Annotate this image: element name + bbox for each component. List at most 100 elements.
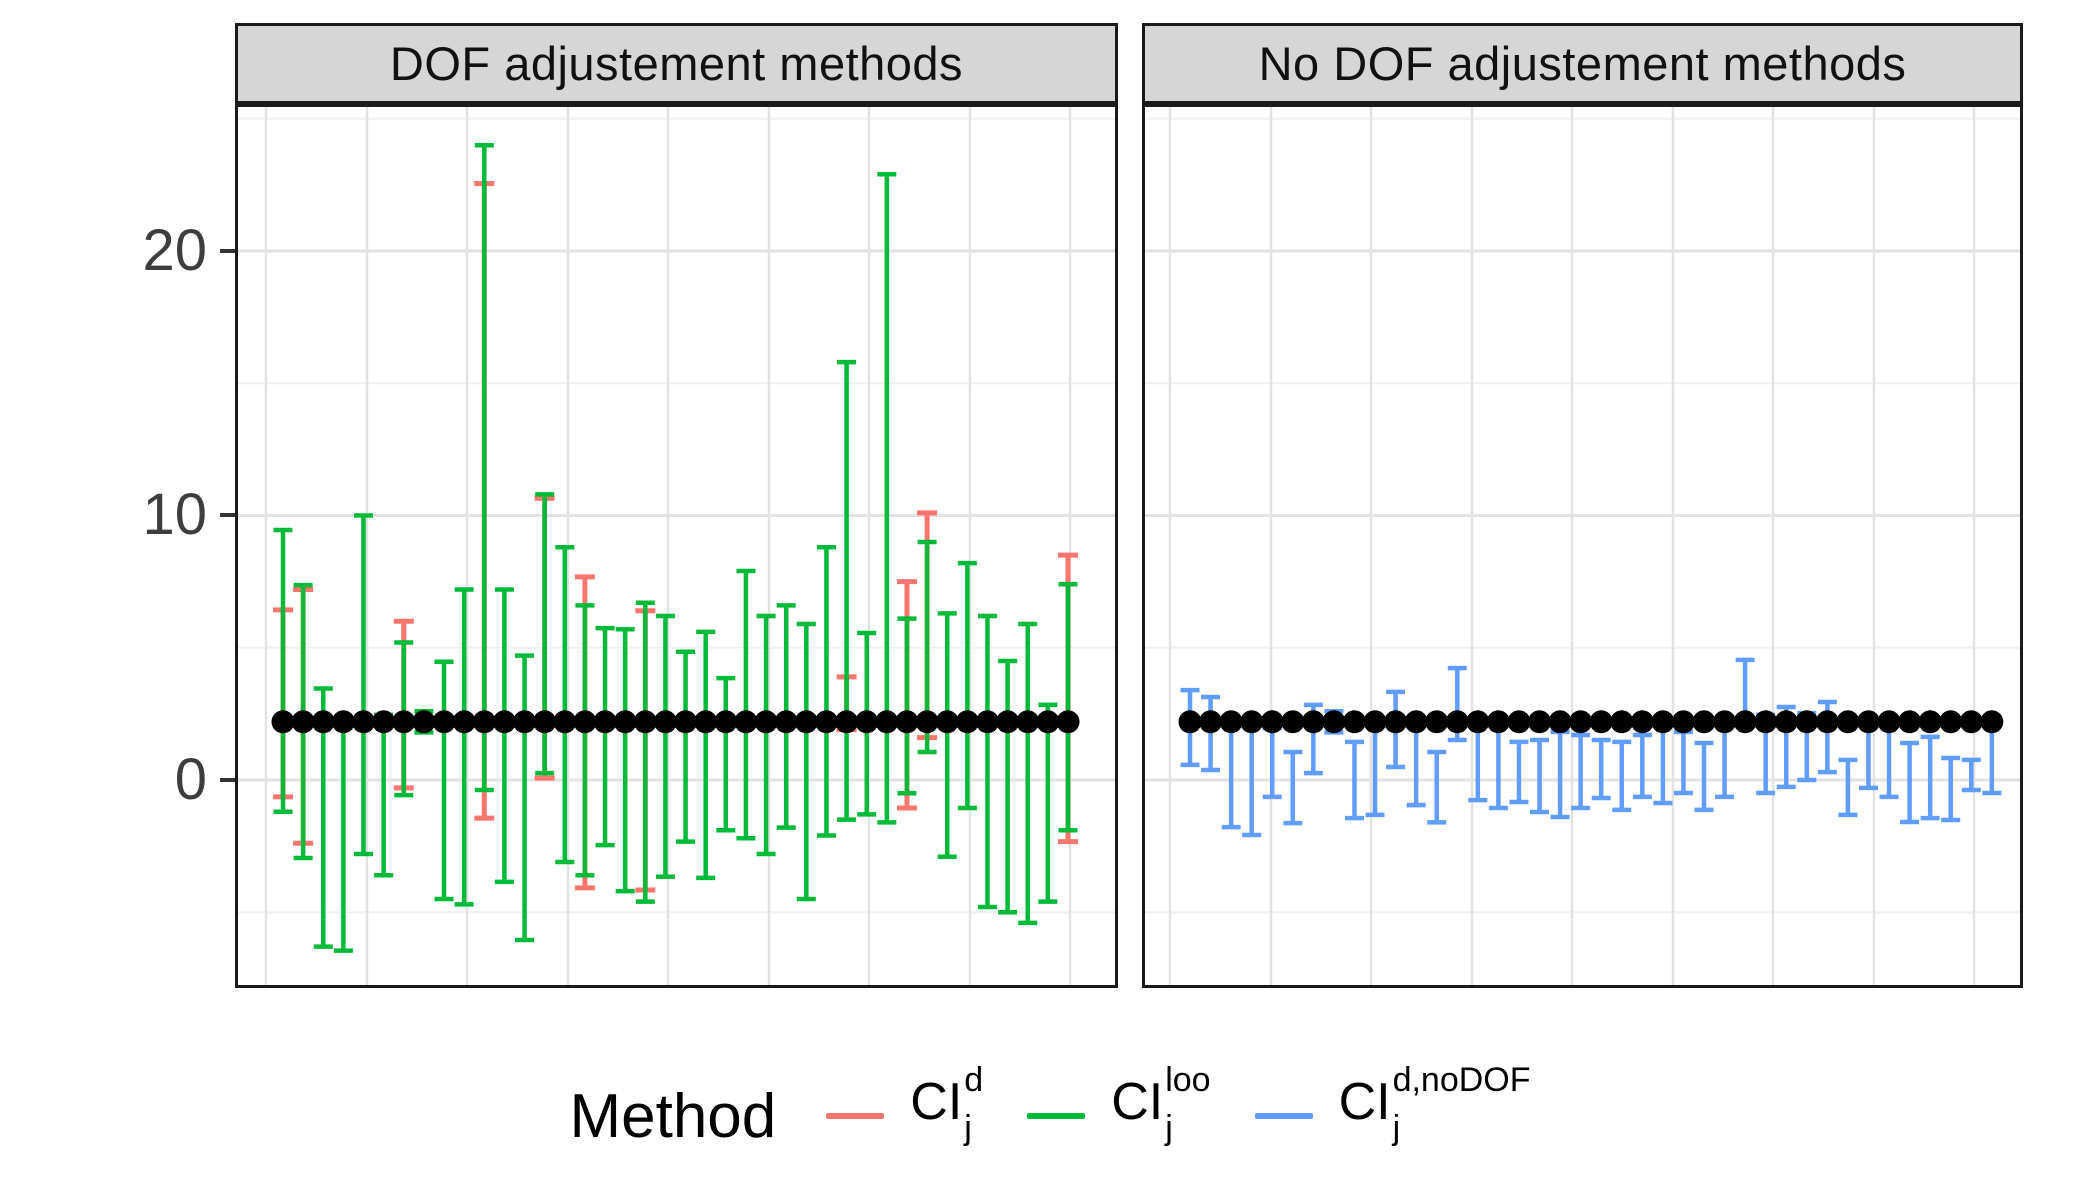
point-estimate-dot xyxy=(1178,710,1202,734)
errorbar-ci-d-nodof xyxy=(1612,739,1632,813)
point-estimate-dot xyxy=(915,710,939,734)
errorbar-ci-d-nodof xyxy=(1571,732,1591,811)
point-estimate-dot xyxy=(774,710,798,734)
errorbar-ci-d-nodof xyxy=(1879,722,1899,800)
facet-strip-nodof: No DOF adjustement methods xyxy=(1142,23,2023,104)
point-estimate-dot xyxy=(1036,710,1060,734)
point-estimate-dot xyxy=(814,710,838,734)
point-estimate-dot xyxy=(1651,710,1675,734)
point-estimate-dot xyxy=(1774,710,1798,734)
point-estimate-dot xyxy=(1980,710,2004,734)
point-estimate-dot xyxy=(1240,710,1264,734)
errorbar-ci-loo xyxy=(937,611,957,859)
errorbar-ci-loo xyxy=(957,560,977,811)
point-estimate-dot xyxy=(613,710,637,734)
point-estimate-dot xyxy=(1260,710,1284,734)
point-estimate-dot xyxy=(694,710,718,734)
point-estimate-dot xyxy=(794,710,818,734)
point-estimate-dot xyxy=(311,710,335,734)
point-estimate-dot xyxy=(1898,710,1922,734)
point-estimate-dot xyxy=(1630,710,1654,734)
legend-item-ci-d-nodof: CI d,noDOF j xyxy=(1254,1063,1531,1157)
point-estimate-dot xyxy=(331,710,355,734)
point-estimate-dot xyxy=(553,710,577,734)
point-estimate-dot xyxy=(1301,710,1325,734)
errorbar-ci-d-nodof xyxy=(1365,719,1385,818)
errorbar-ci-d-nodof xyxy=(1221,719,1241,830)
point-estimate-dot xyxy=(1918,710,1942,734)
errorbar-ci-loo xyxy=(354,513,374,857)
errorbar-ci-loo xyxy=(1018,621,1038,926)
point-estimate-dot xyxy=(1281,710,1305,734)
legend-key-blue-line xyxy=(1254,1113,1313,1119)
errorbar-ci-d-nodof xyxy=(1509,739,1529,805)
point-estimate-dot xyxy=(734,710,758,734)
errorbar-ci-d-nodof xyxy=(1838,757,1858,818)
errorbar-ci-loo xyxy=(615,626,635,894)
point-estimate-dot xyxy=(472,710,496,734)
point-estimate-dot xyxy=(835,710,859,734)
point-estimate-dot xyxy=(1466,710,1490,734)
errorbar-ci-d-nodof xyxy=(1283,749,1303,826)
errorbar-ci-d-nodof xyxy=(1900,740,1920,825)
errorbar-ci-d-nodof xyxy=(1591,737,1611,801)
errorbar-ci-d-nodof xyxy=(1488,719,1508,811)
errorbar-ci-loo xyxy=(454,587,474,907)
point-estimate-dot xyxy=(1815,710,1839,734)
errorbar-ci-d-nodof xyxy=(1961,757,1981,793)
point-estimate-dot xyxy=(1384,710,1408,734)
y-tick-label-0: 0 xyxy=(174,747,207,812)
point-estimate-dot xyxy=(975,710,999,734)
errorbar-ci-loo xyxy=(977,613,997,910)
errorbar-ci-d-nodof xyxy=(1530,737,1550,815)
legend-item-ci-loo: CI loo j xyxy=(1027,1063,1211,1157)
point-estimate-dot xyxy=(573,710,597,734)
point-estimate-dot xyxy=(996,710,1020,734)
errorbar-ci-loo xyxy=(333,722,353,953)
errorbar-ci-d-nodof xyxy=(1920,734,1940,821)
point-estimate-dot xyxy=(1199,710,1223,734)
errorbar-ci-loo xyxy=(756,613,776,857)
point-estimate-dot xyxy=(533,710,557,734)
point-estimate-dot xyxy=(1507,710,1531,734)
errorbar-ci-loo xyxy=(555,544,575,865)
panel-no-dof-methods xyxy=(1142,104,2023,988)
point-estimate-dot xyxy=(452,710,476,734)
errorbar-ci-loo xyxy=(1038,702,1058,904)
point-estimate-dot xyxy=(1322,710,1346,734)
errorbar-ci-loo xyxy=(676,649,696,844)
point-estimate-dot xyxy=(392,710,416,734)
errorbar-ci-d-nodof xyxy=(1242,719,1262,838)
point-estimate-dot xyxy=(714,710,738,734)
legend-label-ci-d: CI d j xyxy=(910,1060,984,1147)
panel-svg xyxy=(235,104,1118,988)
point-estimate-dot xyxy=(352,710,376,734)
point-estimate-dot xyxy=(1363,710,1387,734)
point-estimate-dot xyxy=(1569,710,1593,734)
point-estimate-dot xyxy=(895,710,919,734)
errorbar-ci-d-nodof xyxy=(1427,749,1447,825)
point-estimate-dot xyxy=(412,710,436,734)
panel-dof-methods xyxy=(235,104,1118,988)
point-estimate-dot xyxy=(1959,710,1983,734)
errorbar-ci-d-nodof xyxy=(1694,740,1714,813)
errorbar-ci-d-nodof xyxy=(1550,729,1570,820)
panel-svg xyxy=(1142,104,2023,988)
point-estimate-dot xyxy=(492,710,516,734)
errorbar-ci-d-nodof xyxy=(1632,732,1652,800)
point-estimate-dot xyxy=(935,710,959,734)
errorbar-ci-loo xyxy=(655,613,675,880)
y-tick-mark-0 xyxy=(220,778,235,782)
errorbar-ci-loo xyxy=(998,658,1018,915)
errorbar-ci-d-nodof xyxy=(1201,694,1221,773)
errorbar-ci-loo xyxy=(837,359,857,822)
point-estimate-dot xyxy=(1795,710,1819,734)
y-tick-mark-20 xyxy=(220,249,235,253)
y-tick-mark-10 xyxy=(220,513,235,517)
facet-strip-dof: DOF adjustement methods xyxy=(235,23,1118,104)
point-estimate-dot xyxy=(1939,710,1963,734)
errorbar-ci-loo xyxy=(474,142,494,793)
point-estimate-dot xyxy=(372,710,396,734)
point-estimate-dot xyxy=(1610,710,1634,734)
point-estimate-dot xyxy=(855,710,879,734)
